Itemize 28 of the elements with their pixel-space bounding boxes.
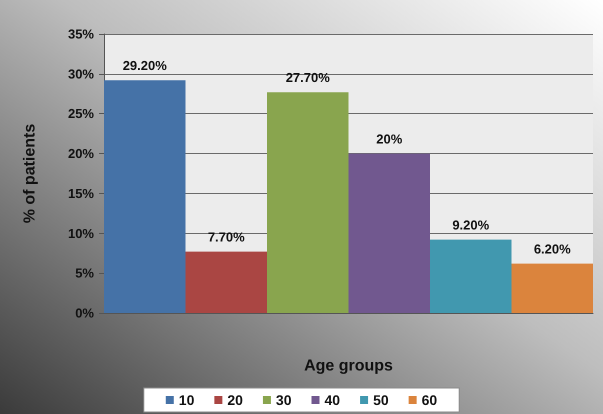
data-label: 7.70% <box>208 230 246 245</box>
y-axis-title: % of patients <box>22 124 38 224</box>
bar <box>430 240 512 313</box>
bar <box>267 92 348 313</box>
x-axis-title: Age groups <box>304 358 394 374</box>
legend-label: 30 <box>276 392 292 408</box>
legend-label: 60 <box>422 392 438 408</box>
data-label: 29.20% <box>122 58 168 74</box>
legend-label: 40 <box>324 392 340 408</box>
data-label: 27.70% <box>286 70 330 86</box>
data-label: 6.20% <box>534 242 572 257</box>
y-tick-label: 10% <box>68 226 94 241</box>
y-tick-label: 35% <box>68 26 94 42</box>
legend-label: 20 <box>227 392 244 408</box>
y-tick-label: 0% <box>75 306 94 320</box>
bar <box>512 264 593 313</box>
y-tick-label: 15% <box>68 186 94 201</box>
y-tick-label: 25% <box>68 106 94 122</box>
y-tick-label: 20% <box>68 146 94 162</box>
bar <box>348 154 430 313</box>
bar <box>186 252 267 313</box>
legend-label: 50 <box>373 392 389 408</box>
legend-label: 10 <box>178 392 195 408</box>
y-tick-label: 5% <box>75 266 94 281</box>
bar <box>104 80 186 313</box>
y-tick-label: 30% <box>68 66 94 82</box>
data-label: 9.20% <box>452 218 490 233</box>
data-label: 20% <box>376 132 403 147</box>
